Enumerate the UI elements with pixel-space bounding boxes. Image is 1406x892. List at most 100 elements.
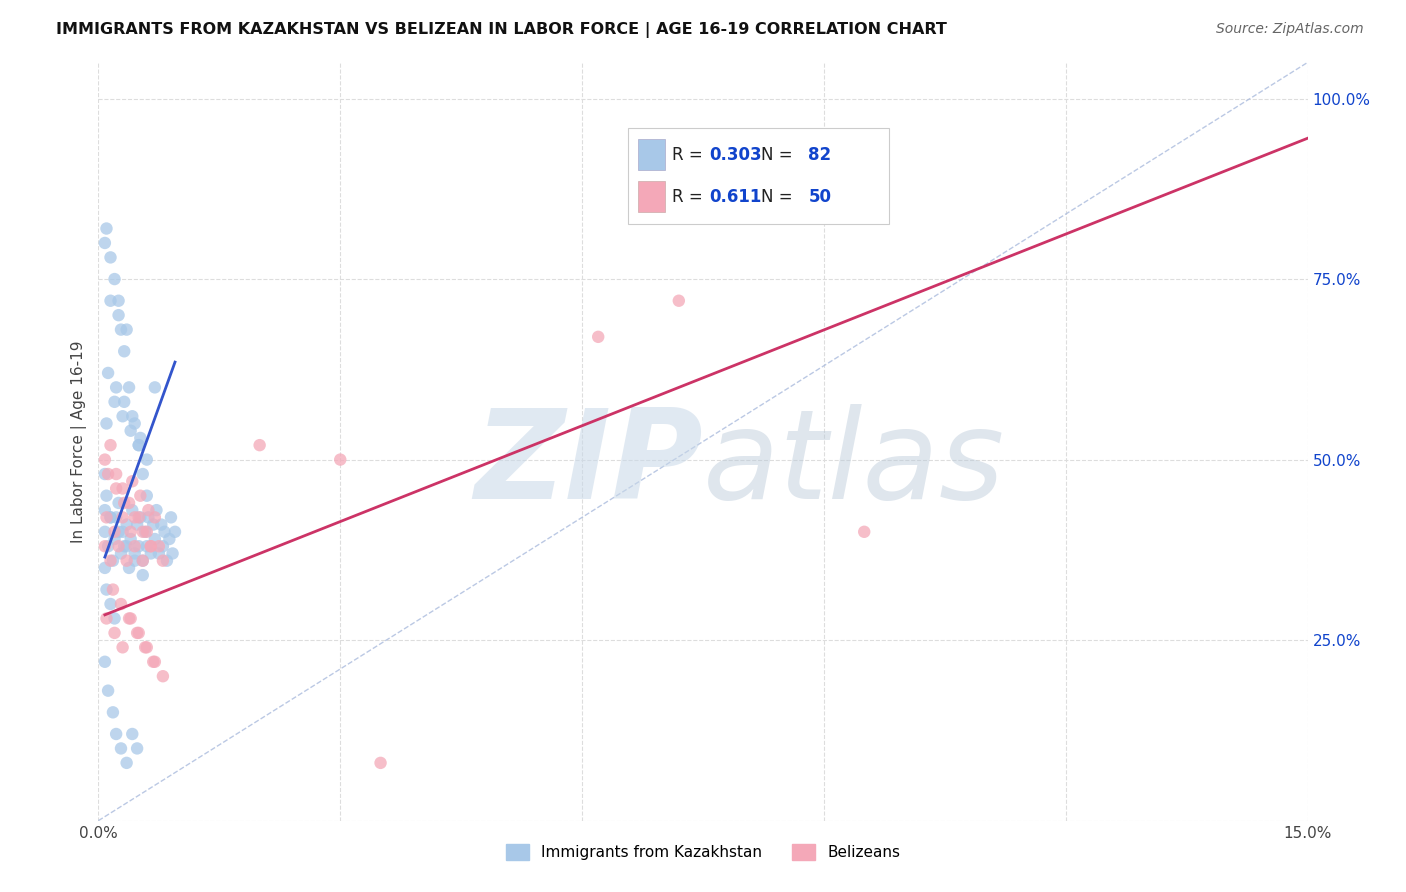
Point (97, 539, 120, 553)
Point (96, 582, 118, 597)
Text: Source: ZipAtlas.com: Source: ZipAtlas.com (1216, 22, 1364, 37)
Point (94, 467, 117, 481)
Point (103, 394, 125, 409)
Text: 0.611: 0.611 (709, 188, 762, 206)
Point (111, 640, 134, 655)
Point (103, 532, 125, 546)
Point (110, 597, 132, 611)
Text: N =: N = (761, 188, 799, 206)
Point (152, 539, 174, 553)
Point (103, 524, 125, 539)
Text: ZIP: ZIP (474, 404, 703, 524)
Text: 82: 82 (808, 145, 831, 163)
Point (121, 727, 143, 741)
Point (152, 554, 174, 568)
Point (107, 524, 129, 539)
Point (111, 510, 134, 524)
Point (134, 524, 156, 539)
Point (115, 554, 138, 568)
Point (132, 568, 155, 582)
Point (96, 417, 118, 431)
Point (115, 539, 138, 553)
Point (132, 467, 155, 481)
Text: atlas: atlas (703, 404, 1005, 524)
Point (100, 293, 122, 308)
Text: 50: 50 (808, 188, 831, 206)
Point (105, 727, 128, 741)
Point (110, 323, 132, 337)
Point (145, 503, 167, 517)
Point (121, 409, 143, 424)
Point (128, 510, 150, 524)
Point (96, 611, 118, 625)
Point (105, 510, 128, 524)
Point (112, 394, 135, 409)
Y-axis label: In Labor Force | Age 16-19: In Labor Force | Age 16-19 (72, 340, 87, 543)
Point (139, 546, 162, 560)
Point (112, 496, 135, 510)
Point (118, 380, 141, 394)
Point (101, 706, 124, 720)
Point (120, 524, 142, 539)
Point (157, 532, 180, 546)
Point (97, 467, 120, 481)
Point (94, 655, 117, 669)
Point (124, 554, 146, 568)
Point (132, 554, 155, 568)
Point (129, 489, 152, 503)
Point (94, 524, 117, 539)
Point (329, 452, 352, 467)
Point (853, 524, 876, 539)
Point (127, 741, 149, 756)
Point (100, 438, 122, 452)
Point (100, 554, 122, 568)
Text: R =: R = (672, 188, 709, 206)
Point (107, 293, 129, 308)
Point (370, 756, 392, 770)
Point (97, 366, 120, 380)
Point (124, 417, 146, 431)
Point (143, 532, 166, 546)
Point (135, 640, 157, 655)
Point (143, 655, 166, 669)
Point (120, 611, 142, 625)
Point (143, 380, 166, 394)
Point (107, 539, 129, 553)
Point (153, 524, 176, 539)
Point (94, 503, 117, 517)
Point (121, 475, 143, 489)
Point (103, 611, 125, 625)
Point (107, 308, 129, 322)
Point (112, 539, 135, 553)
Point (124, 539, 146, 553)
Point (128, 438, 150, 452)
Point (668, 293, 690, 308)
Point (152, 669, 174, 683)
Point (103, 272, 125, 286)
Point (142, 517, 165, 532)
Point (134, 640, 156, 655)
Point (96, 221, 118, 235)
Point (127, 626, 149, 640)
Point (100, 510, 122, 524)
Point (100, 510, 122, 524)
Point (148, 546, 170, 560)
Point (112, 344, 135, 359)
Point (148, 539, 170, 553)
Point (101, 582, 124, 597)
Point (120, 532, 142, 546)
Point (94, 539, 117, 553)
Point (115, 756, 138, 770)
Point (138, 503, 160, 517)
Point (129, 510, 152, 524)
Point (96, 489, 118, 503)
Point (103, 626, 125, 640)
Point (118, 561, 141, 575)
Legend: Immigrants from Kazakhstan, Belizeans: Immigrants from Kazakhstan, Belizeans (499, 838, 907, 866)
Point (111, 482, 134, 496)
Point (163, 524, 186, 539)
Point (128, 539, 150, 553)
Point (97, 683, 120, 698)
Point (135, 452, 157, 467)
Text: N =: N = (761, 145, 799, 163)
